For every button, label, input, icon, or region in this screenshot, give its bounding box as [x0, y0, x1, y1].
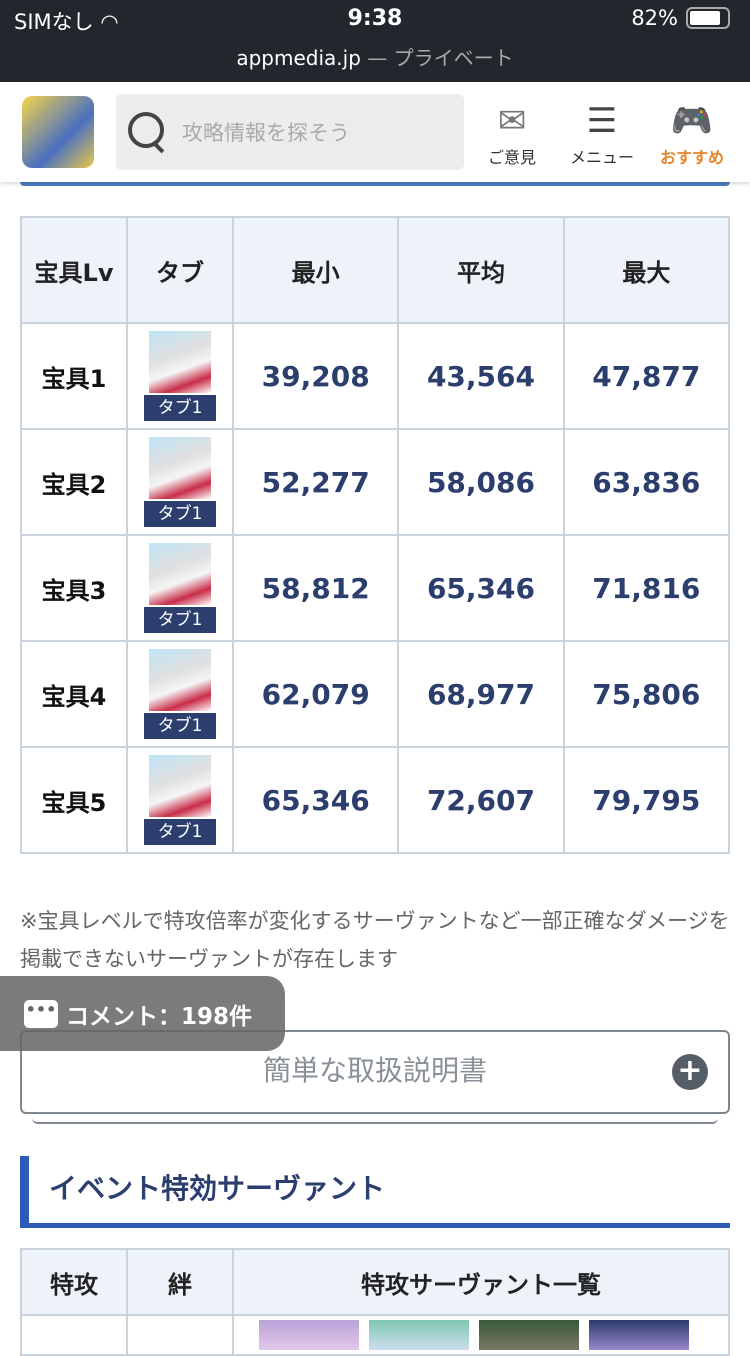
carrier: SIMなし ◠	[14, 10, 119, 34]
header-tokko: 特攻	[20, 1248, 128, 1316]
table-row: 宝具4 タブ1 62,079 68,977 75,806	[20, 640, 731, 748]
mail-icon: ✉	[497, 101, 527, 141]
servant-thumb[interactable]	[479, 1320, 579, 1350]
np-level: 宝具2	[20, 428, 128, 536]
servant-image	[149, 543, 211, 605]
servant-image	[149, 437, 211, 499]
section-title: イベント特効サーヴァント	[20, 1156, 730, 1228]
battery-icon	[686, 7, 730, 29]
servant-thumb[interactable]	[369, 1320, 469, 1350]
np-level: 宝具3	[20, 534, 128, 642]
table-row: 宝具3 タブ1 58,812 65,346 71,816	[20, 534, 731, 642]
search-icon	[126, 110, 170, 154]
url-bar[interactable]: appmedia.jp — プライベート	[236, 46, 514, 70]
min-damage: 65,346	[231, 746, 400, 854]
damage-table: 宝具Lv タブ 最小 平均 最大 宝具1 タブ1 39,208 43,564 4…	[20, 216, 731, 854]
max-damage: 63,836	[562, 428, 731, 536]
servant-table: 特攻 絆 特攻サーヴァント一覧	[20, 1248, 730, 1356]
header-avg: 平均	[397, 216, 565, 324]
status-bar: SIMなし ◠ 9:38 82% appmedia.jp — プライベート	[0, 0, 750, 82]
search-input[interactable]: 攻略情報を探そう	[116, 94, 464, 170]
servant-thumb[interactable]	[589, 1320, 689, 1350]
manual-accordion[interactable]: 簡単な取扱説明書 +	[20, 1030, 730, 1114]
tab-cell[interactable]: タブ1	[126, 428, 234, 536]
site-header: 攻略情報を探そう ✉ ご意見 ☰ メニュー 🎮 おすすめ	[0, 82, 750, 182]
header-lv: 宝具Lv	[20, 216, 128, 324]
table-row: 宝具2 タブ1 52,277 58,086 63,836	[20, 428, 731, 536]
comment-icon: •••	[24, 999, 58, 1028]
header-max: 最大	[562, 216, 731, 324]
battery-percent: 82%	[631, 6, 678, 30]
max-damage: 71,816	[562, 534, 731, 642]
avg-damage: 43,564	[397, 322, 565, 430]
tab-label: タブ1	[144, 819, 216, 845]
servant-thumb[interactable]	[259, 1320, 359, 1350]
header-kizuna: 絆	[126, 1248, 234, 1316]
header-servant-list: 特攻サーヴァント一覧	[232, 1248, 730, 1316]
tab-label: タブ1	[144, 713, 216, 739]
comment-button[interactable]: ••• コメント：198件	[0, 976, 285, 1051]
avg-damage: 72,607	[397, 746, 565, 854]
clock: 9:38	[347, 6, 403, 31]
min-damage: 58,812	[231, 534, 400, 642]
note-text: ※宝具レベルで特攻倍率が変化するサーヴァントなど一部正確なダメージを掲載できない…	[20, 909, 730, 971]
tab-cell[interactable]: タブ1	[126, 322, 234, 430]
tab-cell[interactable]: タブ1	[126, 534, 234, 642]
tab-label: タブ1	[144, 607, 216, 633]
app-logo[interactable]	[22, 96, 94, 168]
min-damage: 52,277	[231, 428, 400, 536]
min-damage: 39,208	[231, 322, 400, 430]
header-tab: タブ	[126, 216, 234, 324]
servant-image	[149, 649, 211, 711]
table-row: 宝具5 タブ1 65,346 72,607 79,795	[20, 746, 731, 854]
plus-icon: +	[672, 1054, 708, 1090]
min-damage: 62,079	[231, 640, 400, 748]
np-level: 宝具1	[20, 322, 128, 430]
gamepad-icon: 🎮	[670, 101, 714, 141]
table-row: 宝具1 タブ1 39,208 43,564 47,877	[20, 322, 731, 430]
accordion-shadow	[32, 1116, 718, 1124]
servant-image	[149, 331, 211, 393]
max-damage: 47,877	[562, 322, 731, 430]
max-damage: 79,795	[562, 746, 731, 854]
avg-damage: 68,977	[397, 640, 565, 748]
max-damage: 75,806	[562, 640, 731, 748]
tab-cell[interactable]: タブ1	[126, 746, 234, 854]
menu-button[interactable]: ☰ メニュー	[570, 101, 635, 167]
tab-label: タブ1	[144, 501, 216, 527]
tab-cell[interactable]: タブ1	[126, 640, 234, 748]
hamburger-icon: ☰	[586, 101, 618, 141]
feedback-button[interactable]: ✉ ご意見	[488, 101, 537, 167]
recommend-button[interactable]: 🎮 おすすめ	[660, 101, 725, 167]
header-min: 最小	[231, 216, 400, 324]
tab-label: タブ1	[144, 395, 216, 421]
np-level: 宝具5	[20, 746, 128, 854]
servant-image	[149, 755, 211, 817]
avg-damage: 58,086	[397, 428, 565, 536]
avg-damage: 65,346	[397, 534, 565, 642]
wifi-icon: ◠	[100, 10, 119, 34]
np-level: 宝具4	[20, 640, 128, 748]
